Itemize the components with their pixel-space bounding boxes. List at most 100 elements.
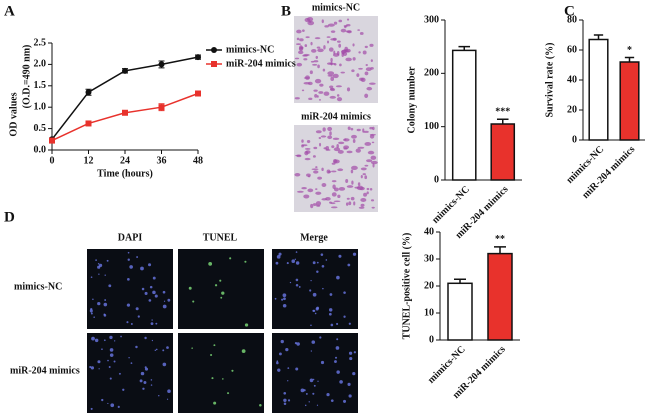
bar [451,49,477,181]
column-label: TUNEL [203,232,238,243]
cell [118,372,121,375]
colony [318,91,324,94]
colony [360,77,366,83]
colony [298,50,304,55]
colony [304,75,310,80]
cell [104,274,106,276]
y-tick-label: 60 [567,44,577,55]
cell [289,281,292,284]
cell [108,284,112,288]
colony [370,59,373,63]
colony [345,30,352,33]
cell [103,314,107,317]
cell [295,283,299,287]
row-label: miR-204 mimics [10,365,80,376]
colony [371,206,375,209]
x-tick-label: mimics-NC [426,344,468,386]
cell [140,371,145,376]
cell [244,260,247,263]
colony [314,93,318,98]
colony [331,170,337,173]
cell [107,359,109,362]
colony [356,73,360,78]
cell [322,287,324,290]
colony [346,197,350,200]
cell [113,360,116,363]
colony [343,145,350,149]
colony [362,128,365,133]
y-tick-label: 0 [434,174,439,185]
cell [127,277,130,281]
colony [317,64,320,69]
cell [191,347,193,349]
panel-label: D [4,209,15,225]
cell [221,291,225,295]
cell [109,353,114,357]
colony [332,137,340,140]
colony [338,141,345,145]
colony [327,135,333,140]
cell [103,302,108,307]
colony [339,63,342,67]
cell [276,254,281,259]
colony [330,57,333,63]
colony [360,198,367,202]
colony [327,40,330,44]
colony [330,38,337,41]
x-tick-label: 12 [84,155,94,166]
cell [154,294,158,298]
cell [144,336,147,340]
colony [351,134,357,139]
cell [151,319,153,321]
colony [372,126,375,131]
colony [331,192,337,197]
micro-image [87,249,173,329]
cell [283,297,286,301]
colony [360,203,365,207]
cell [213,344,216,347]
cell [227,392,230,395]
y-tick-label: 0.5 [34,123,47,134]
cell [158,394,160,397]
cell [283,391,287,395]
y-tick-label: 10 [424,307,434,318]
cell [278,352,282,356]
colony [356,128,361,132]
cell [312,261,316,265]
colony [295,43,302,45]
cell [107,402,109,405]
cell [312,292,317,297]
cell [127,251,130,254]
cell [339,380,343,384]
colony [344,25,347,29]
cell [162,362,167,367]
cell [319,336,322,339]
panel-label: B [281,3,291,19]
cell [89,309,93,313]
colony [366,159,373,163]
bar [487,252,513,341]
colony [323,91,330,96]
colony [319,142,322,147]
colony [327,74,334,77]
cell [305,392,308,395]
cell [89,366,92,369]
cell [348,322,351,325]
cell [110,403,115,408]
y-tick-label: 200 [424,68,439,79]
colony [318,136,322,140]
y-tick-label: 0.0 [34,144,47,155]
series-line [51,92,199,142]
image-label: mimics-NC [312,2,360,13]
colony [323,147,327,150]
colony [332,73,339,79]
cell [143,381,147,384]
y-tick-label: 20 [567,104,577,115]
cell [136,256,139,258]
colony [362,50,367,55]
colony [305,36,310,39]
x-tick-label: 24 [120,155,130,166]
colony [357,146,365,149]
cell [310,350,313,352]
cell [244,323,249,327]
